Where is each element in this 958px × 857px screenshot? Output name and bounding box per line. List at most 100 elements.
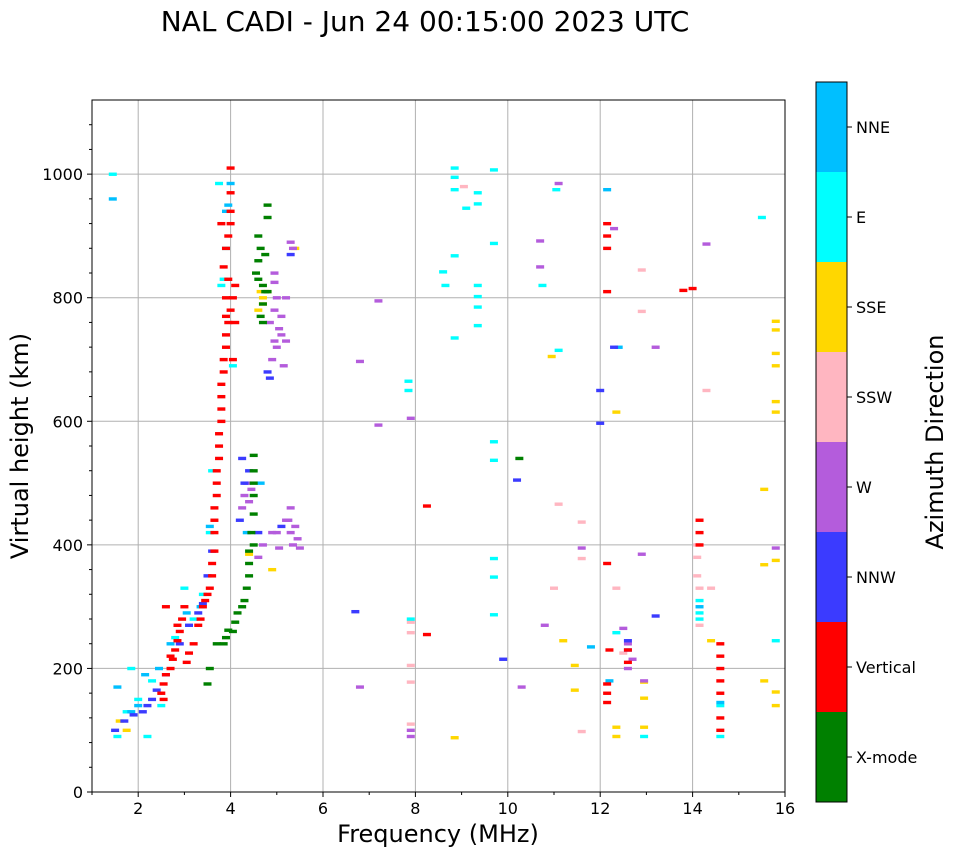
data-point-nnw — [651, 614, 660, 618]
data-point-w — [619, 626, 628, 631]
data-point-nne — [256, 481, 265, 485]
data-point-sse — [559, 639, 568, 643]
data-point-w — [282, 518, 291, 522]
data-point-x-mode — [203, 682, 212, 686]
data-point-w — [293, 537, 302, 541]
data-point-nnw — [499, 657, 508, 661]
y-tick-label: 800 — [52, 289, 83, 308]
data-point-w — [374, 423, 383, 427]
data-point-x-mode — [231, 620, 240, 624]
data-point-w — [628, 657, 637, 661]
data-point-e — [208, 469, 217, 473]
colorbar-swatch — [816, 442, 847, 532]
data-point-x-mode — [233, 611, 242, 615]
data-point-w — [355, 359, 364, 364]
data-point-sse — [256, 289, 265, 294]
data-point-w — [265, 320, 274, 325]
data-point-e — [450, 254, 459, 258]
data-point-x-mode — [224, 628, 233, 632]
data-point-sse — [258, 296, 267, 300]
data-point-vertical — [422, 504, 431, 508]
data-point-vertical — [221, 246, 230, 251]
data-point-x-mode — [254, 234, 263, 238]
data-point-vertical — [716, 642, 725, 646]
data-point-sse — [547, 354, 556, 359]
data-point-e — [695, 611, 704, 615]
data-point-vertical — [217, 221, 226, 226]
data-point-e — [695, 598, 704, 603]
data-point-w — [536, 265, 545, 269]
y-tick-label: 200 — [52, 659, 83, 678]
data-point-vertical — [226, 166, 235, 170]
data-point-vertical — [221, 345, 230, 349]
data-point-x-mode — [242, 586, 251, 590]
data-point-e — [148, 679, 157, 683]
data-point-sse — [612, 410, 621, 414]
data-point-x-mode — [245, 549, 254, 553]
data-point-w — [268, 357, 277, 362]
data-point-vertical — [603, 246, 612, 251]
data-point-e — [716, 734, 725, 739]
data-point-vertical — [221, 333, 230, 337]
data-point-nne — [605, 679, 614, 683]
data-point-e — [219, 277, 228, 281]
colorbar-label: Azimuth Direction — [921, 335, 949, 550]
data-point-x-mode — [247, 530, 256, 535]
data-point-vertical — [215, 456, 224, 461]
data-point-x-mode — [256, 314, 265, 319]
data-point-w — [282, 296, 291, 300]
data-point-nnw — [185, 623, 194, 627]
data-point-vertical — [217, 407, 226, 411]
data-point-nnw — [351, 609, 360, 614]
data-point-w — [623, 642, 632, 646]
data-point-vertical — [603, 691, 612, 695]
data-point-w — [702, 242, 711, 246]
data-point-w — [406, 416, 415, 420]
data-point-nnw — [175, 642, 184, 646]
data-point-ssw — [695, 623, 704, 627]
data-point-sse — [771, 399, 780, 404]
data-point-sse — [254, 308, 263, 312]
data-point-w — [295, 546, 304, 550]
data-point-vertical — [716, 654, 725, 658]
data-point-ssw — [406, 722, 415, 726]
data-point-vertical — [695, 530, 704, 535]
data-point-nnw — [203, 574, 212, 578]
colorbar-swatch — [816, 82, 847, 172]
data-point-vertical — [157, 691, 166, 695]
data-point-vertical — [623, 660, 632, 665]
data-point-vertical — [679, 288, 688, 293]
data-point-vertical — [208, 574, 217, 578]
data-point-vertical — [212, 481, 221, 485]
colorbar-swatch — [816, 262, 847, 352]
data-point-sse — [640, 725, 649, 729]
data-points — [108, 166, 780, 740]
data-point-nnw — [235, 518, 244, 522]
data-point-w — [406, 728, 415, 733]
data-point-vertical — [219, 370, 228, 374]
data-point-ssw — [707, 586, 716, 590]
data-point-w — [279, 364, 288, 368]
data-point-sse — [771, 328, 780, 332]
data-point-e — [489, 458, 498, 463]
data-point-x-mode — [258, 283, 267, 288]
data-point-vertical — [226, 191, 235, 195]
colorbar-tick-label: W — [856, 478, 872, 497]
x-tick-label: 16 — [775, 799, 795, 818]
data-point-vertical — [196, 617, 205, 621]
data-point-nnw — [513, 478, 522, 482]
data-point-vertical — [688, 286, 697, 291]
data-point-e — [489, 556, 498, 561]
data-point-x-mode — [261, 252, 270, 257]
data-point-x-mode — [249, 493, 258, 498]
colorbar-tick-label: SSE — [856, 298, 886, 317]
y-tick-label: 1000 — [42, 165, 83, 184]
x-tick-label: 4 — [226, 799, 236, 818]
data-point-ssw — [577, 556, 586, 561]
data-point-vertical — [716, 691, 725, 695]
data-point-vertical — [159, 697, 168, 702]
data-point-nnw — [138, 710, 147, 714]
data-point-e — [473, 202, 482, 206]
data-point-vertical — [201, 598, 210, 603]
data-point-nnw — [194, 611, 203, 615]
